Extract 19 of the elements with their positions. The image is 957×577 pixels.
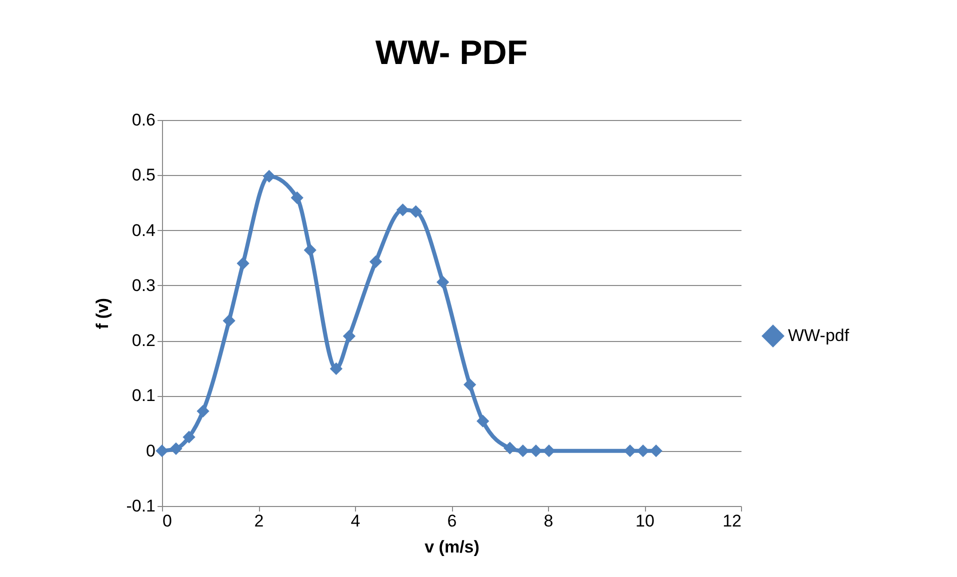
x-tick-label: 12 [722, 512, 742, 530]
legend-label: WW-pdf [788, 326, 850, 345]
x-tick-label: 8 [544, 512, 554, 530]
x-tick-label: 10 [636, 512, 654, 530]
y-tick-label: 0.1 [132, 386, 156, 406]
chart-title: WW- PDF [375, 34, 528, 72]
x-tick-label: 4 [350, 512, 360, 530]
y-tick-label: 0.3 [132, 276, 156, 295]
x-tick-label: 2 [254, 512, 264, 530]
x-axis-title: v (m/s) [424, 538, 480, 556]
y-tick-label: 0.2 [132, 331, 156, 350]
x-tick-label: 6 [447, 512, 457, 530]
y-tick-label: 0.6 [132, 110, 156, 130]
y-tick-label: 0 [146, 441, 156, 460]
y-axis-title: f (v) [93, 298, 112, 330]
y-tick-label: 0.4 [132, 220, 156, 240]
y-tick-label: 0.5 [132, 166, 156, 185]
y-tick-label: -0.1 [126, 496, 156, 516]
x-tick-label: 0 [162, 512, 172, 530]
